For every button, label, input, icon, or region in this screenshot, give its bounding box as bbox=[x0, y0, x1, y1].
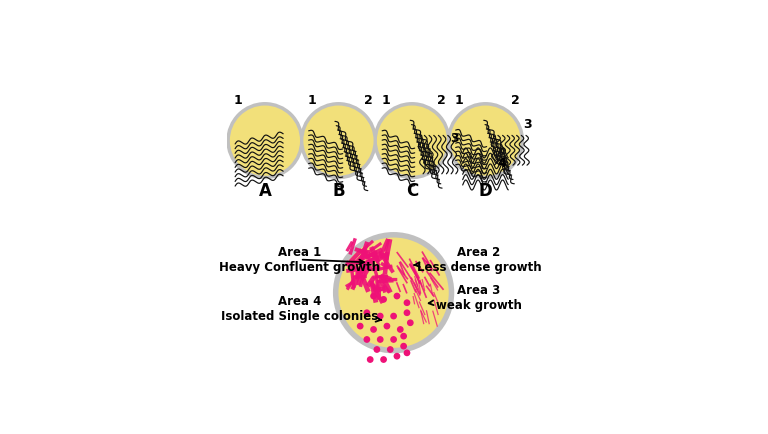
Circle shape bbox=[394, 354, 399, 359]
Circle shape bbox=[404, 350, 409, 355]
Text: 4: 4 bbox=[498, 157, 507, 170]
Text: Area 2
Less dense growth: Area 2 Less dense growth bbox=[414, 246, 541, 273]
Circle shape bbox=[368, 357, 373, 362]
Text: 3: 3 bbox=[450, 132, 458, 145]
Text: 2: 2 bbox=[437, 94, 446, 107]
Circle shape bbox=[381, 297, 386, 302]
Circle shape bbox=[391, 313, 396, 319]
Circle shape bbox=[371, 327, 376, 332]
Text: 1: 1 bbox=[234, 94, 243, 107]
Circle shape bbox=[358, 323, 362, 329]
Circle shape bbox=[339, 237, 449, 348]
Circle shape bbox=[364, 310, 369, 316]
Circle shape bbox=[394, 293, 399, 299]
Text: Area 1
Heavy Confluent growth: Area 1 Heavy Confluent growth bbox=[220, 246, 380, 273]
Circle shape bbox=[303, 105, 373, 176]
Circle shape bbox=[300, 102, 377, 179]
Text: D: D bbox=[478, 182, 492, 200]
Circle shape bbox=[378, 337, 383, 342]
Text: 2: 2 bbox=[511, 94, 519, 107]
Circle shape bbox=[401, 343, 406, 349]
Circle shape bbox=[333, 232, 454, 353]
Text: Area 3
weak growth: Area 3 weak growth bbox=[429, 284, 522, 312]
Text: 3: 3 bbox=[524, 118, 532, 132]
Text: B: B bbox=[332, 182, 345, 200]
Circle shape bbox=[227, 102, 303, 179]
Circle shape bbox=[373, 102, 451, 179]
Circle shape bbox=[374, 347, 379, 352]
Text: C: C bbox=[406, 182, 418, 200]
Circle shape bbox=[404, 300, 409, 306]
Circle shape bbox=[391, 337, 396, 342]
Text: 1: 1 bbox=[381, 94, 390, 107]
Circle shape bbox=[364, 337, 369, 342]
Circle shape bbox=[230, 105, 300, 176]
Circle shape bbox=[377, 105, 447, 176]
Circle shape bbox=[381, 357, 386, 362]
Circle shape bbox=[447, 102, 524, 179]
Circle shape bbox=[378, 313, 383, 319]
Circle shape bbox=[404, 310, 409, 316]
Text: 1: 1 bbox=[307, 94, 316, 107]
Circle shape bbox=[384, 323, 389, 329]
Circle shape bbox=[398, 327, 403, 332]
Circle shape bbox=[401, 333, 406, 339]
Text: Area 4
Isolated Single colonies: Area 4 Isolated Single colonies bbox=[221, 295, 382, 323]
Text: 1: 1 bbox=[455, 94, 463, 107]
Circle shape bbox=[408, 320, 413, 326]
Circle shape bbox=[450, 105, 521, 176]
Circle shape bbox=[371, 293, 376, 299]
Circle shape bbox=[388, 347, 393, 352]
Text: A: A bbox=[259, 182, 271, 200]
Text: 2: 2 bbox=[364, 94, 372, 107]
